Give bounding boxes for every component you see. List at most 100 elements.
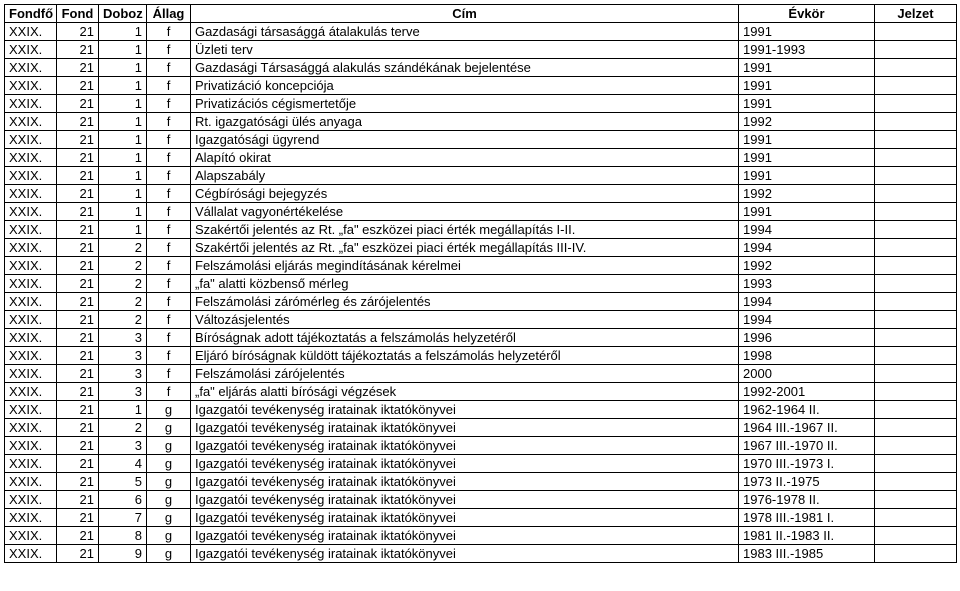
cell-c1: XXIX. xyxy=(5,59,57,77)
cell-c1: XXIX. xyxy=(5,527,57,545)
cell-c7 xyxy=(875,221,957,239)
cell-c2: 21 xyxy=(57,41,99,59)
cell-c2: 21 xyxy=(57,473,99,491)
cell-c7 xyxy=(875,311,957,329)
col-allag: Állag xyxy=(147,5,191,23)
cell-c6: 1991 xyxy=(739,95,875,113)
cell-c5: Igazgatói tevékenység iratainak iktatókö… xyxy=(191,509,739,527)
col-doboz-sz: Doboz sz. xyxy=(99,5,147,23)
cell-c1: XXIX. xyxy=(5,41,57,59)
cell-c3: 1 xyxy=(99,77,147,95)
cell-c3: 8 xyxy=(99,527,147,545)
cell-c2: 21 xyxy=(57,221,99,239)
cell-c6: 1994 xyxy=(739,221,875,239)
cell-c7 xyxy=(875,95,957,113)
cell-c7 xyxy=(875,239,957,257)
cell-c4: f xyxy=(147,275,191,293)
cell-c4: f xyxy=(147,329,191,347)
cell-c6: 1991-1993 xyxy=(739,41,875,59)
cell-c4: f xyxy=(147,113,191,131)
cell-c4: f xyxy=(147,185,191,203)
cell-c1: XXIX. xyxy=(5,419,57,437)
cell-c3: 2 xyxy=(99,239,147,257)
cell-c4: f xyxy=(147,347,191,365)
cell-c4: g xyxy=(147,401,191,419)
cell-c2: 21 xyxy=(57,275,99,293)
cell-c7 xyxy=(875,59,957,77)
cell-c7 xyxy=(875,545,957,563)
cell-c1: XXIX. xyxy=(5,95,57,113)
cell-c5: Cégbírósági bejegyzés xyxy=(191,185,739,203)
cell-c5: Igazgatói tevékenység iratainak iktatókö… xyxy=(191,437,739,455)
cell-c2: 21 xyxy=(57,59,99,77)
cell-c5: Eljáró bíróságnak küldött tájékoztatás a… xyxy=(191,347,739,365)
table-row: XXIX.211fGazdasági társasággá átalakulás… xyxy=(5,23,957,41)
cell-c4: f xyxy=(147,239,191,257)
cell-c3: 1 xyxy=(99,23,147,41)
cell-c7 xyxy=(875,257,957,275)
cell-c3: 1 xyxy=(99,203,147,221)
cell-c7 xyxy=(875,185,957,203)
cell-c3: 1 xyxy=(99,113,147,131)
cell-c6: 1991 xyxy=(739,77,875,95)
cell-c1: XXIX. xyxy=(5,311,57,329)
cell-c6: 1991 xyxy=(739,131,875,149)
cell-c3: 2 xyxy=(99,257,147,275)
cell-c4: g xyxy=(147,491,191,509)
cell-c5: Bíróságnak adott tájékoztatás a felszámo… xyxy=(191,329,739,347)
cell-c6: 1991 xyxy=(739,203,875,221)
cell-c5: Szakértői jelentés az Rt. „fa" eszközei … xyxy=(191,221,739,239)
table-row: XXIX.213fBíróságnak adott tájékoztatás a… xyxy=(5,329,957,347)
table-row: XXIX.213gIgazgatói tevékenység iratainak… xyxy=(5,437,957,455)
cell-c2: 21 xyxy=(57,239,99,257)
cell-c7 xyxy=(875,77,957,95)
cell-c3: 2 xyxy=(99,275,147,293)
cell-c1: XXIX. xyxy=(5,491,57,509)
cell-c5: Szakértői jelentés az Rt. „fa" eszközei … xyxy=(191,239,739,257)
cell-c5: Igazgatói tevékenység iratainak iktatókö… xyxy=(191,491,739,509)
cell-c1: XXIX. xyxy=(5,239,57,257)
cell-c1: XXIX. xyxy=(5,293,57,311)
cell-c3: 2 xyxy=(99,419,147,437)
cell-c1: XXIX. xyxy=(5,509,57,527)
cell-c6: 1994 xyxy=(739,239,875,257)
cell-c7 xyxy=(875,23,957,41)
cell-c5: Vállalat vagyonértékelése xyxy=(191,203,739,221)
cell-c3: 2 xyxy=(99,311,147,329)
cell-c6: 1967 III.-1970 II. xyxy=(739,437,875,455)
cell-c6: 1976-1978 II. xyxy=(739,491,875,509)
cell-c3: 1 xyxy=(99,185,147,203)
cell-c3: 1 xyxy=(99,149,147,167)
cell-c5: Gazdasági társasággá átalakulás terve xyxy=(191,23,739,41)
cell-c6: 1962-1964 II. xyxy=(739,401,875,419)
cell-c1: XXIX. xyxy=(5,383,57,401)
cell-c4: g xyxy=(147,527,191,545)
col-fondfo-csop: Fondfő csop xyxy=(5,5,57,23)
cell-c1: XXIX. xyxy=(5,473,57,491)
cell-c7 xyxy=(875,491,957,509)
cell-c4: g xyxy=(147,455,191,473)
cell-c2: 21 xyxy=(57,77,99,95)
cell-c5: Felszámolási zárójelentés xyxy=(191,365,739,383)
cell-c7 xyxy=(875,383,957,401)
cell-c2: 21 xyxy=(57,347,99,365)
cell-c5: Alapszabály xyxy=(191,167,739,185)
cell-c7 xyxy=(875,365,957,383)
cell-c6: 1992 xyxy=(739,185,875,203)
cell-c2: 21 xyxy=(57,491,99,509)
table-row: XXIX.215gIgazgatói tevékenység iratainak… xyxy=(5,473,957,491)
cell-c4: g xyxy=(147,437,191,455)
cell-c7 xyxy=(875,131,957,149)
table-header: Fondfő csop Fond Doboz sz. Állag Cím Évk… xyxy=(5,5,957,23)
cell-c1: XXIX. xyxy=(5,77,57,95)
cell-c4: f xyxy=(147,131,191,149)
cell-c1: XXIX. xyxy=(5,401,57,419)
cell-c3: 2 xyxy=(99,293,147,311)
table-row: XXIX.212gIgazgatói tevékenység iratainak… xyxy=(5,419,957,437)
cell-c2: 21 xyxy=(57,365,99,383)
cell-c7 xyxy=(875,167,957,185)
cell-c4: f xyxy=(147,59,191,77)
cell-c5: Igazgatói tevékenység iratainak iktatókö… xyxy=(191,401,739,419)
cell-c5: Változásjelentés xyxy=(191,311,739,329)
cell-c7 xyxy=(875,329,957,347)
